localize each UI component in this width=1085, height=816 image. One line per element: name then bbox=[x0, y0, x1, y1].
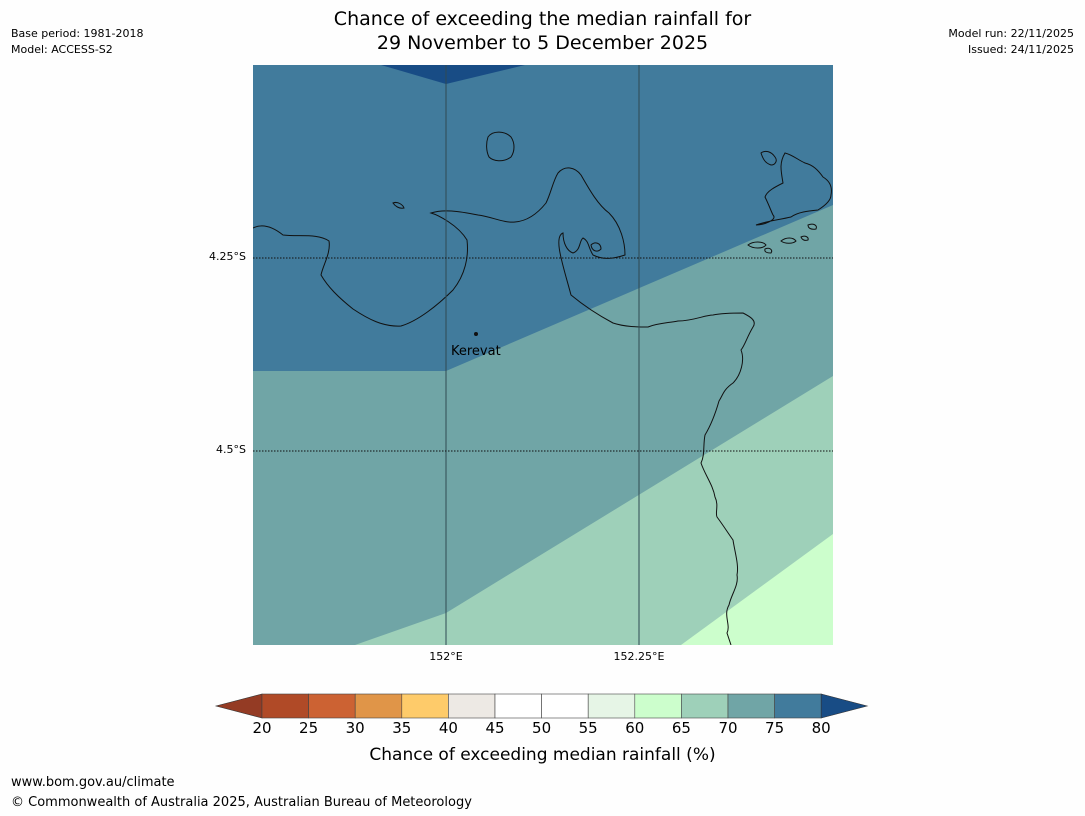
rainfall-map[interactable]: Kerevat bbox=[253, 65, 833, 645]
colorbar-box-55 bbox=[587, 693, 636, 719]
lat-label-4-5: 4.5°S bbox=[216, 443, 246, 456]
colorbar bbox=[214, 693, 869, 719]
model-run-text: Model run: 22/11/2025 bbox=[948, 27, 1074, 40]
colorbar-tick-50: 50 bbox=[532, 719, 552, 737]
colorbar-tick-40: 40 bbox=[438, 719, 458, 737]
colorbar-box-75 bbox=[774, 693, 822, 719]
colorbar-box-45 bbox=[494, 693, 542, 719]
lon-label-152: 152°E bbox=[429, 650, 463, 663]
coastline bbox=[253, 131, 832, 645]
colorbar-under-arrow bbox=[214, 693, 263, 719]
base-period-text: Base period: 1981-2018 bbox=[11, 27, 144, 40]
colorbar-box-20 bbox=[261, 693, 309, 719]
map-title: Chance of exceeding the median rainfall … bbox=[0, 7, 1085, 55]
lat-label-4-25: 4.25°S bbox=[209, 250, 246, 263]
footer-copyright: © Commonwealth of Australia 2025, Austra… bbox=[11, 795, 472, 810]
header-meta-right: Model run: 22/11/2025 Issued: 24/11/2025 bbox=[948, 26, 1074, 58]
colorbar-tick-20: 20 bbox=[252, 719, 272, 737]
header-meta-left: Base period: 1981-2018 Model: ACCESS-S2 bbox=[11, 26, 143, 58]
footer-url[interactable]: www.bom.gov.au/climate bbox=[11, 775, 175, 790]
colorbar-tick-60: 60 bbox=[625, 719, 645, 737]
band-over-80 bbox=[381, 65, 525, 84]
colorbar-box-30 bbox=[354, 693, 403, 719]
graticule bbox=[253, 65, 833, 645]
colorbar-box-40 bbox=[448, 693, 496, 719]
band-60-65 bbox=[681, 534, 833, 645]
colorbar-tick-25: 25 bbox=[299, 719, 319, 737]
colorbar-tick-55: 55 bbox=[578, 719, 598, 737]
colorbar-box-60 bbox=[634, 693, 682, 719]
colorbar-tick-35: 35 bbox=[392, 719, 412, 737]
colorbar-tick-80: 80 bbox=[811, 719, 831, 737]
title-line-2: 29 November to 5 December 2025 bbox=[376, 32, 709, 54]
colorbar-tick-30: 30 bbox=[345, 719, 365, 737]
colorbar-title: Chance of exceeding median rainfall (%) bbox=[369, 745, 716, 765]
band-65-70 bbox=[355, 376, 833, 645]
colorbar-tick-45: 45 bbox=[485, 719, 505, 737]
lon-label-152-25: 152.25°E bbox=[613, 650, 665, 663]
issued-text: Issued: 24/11/2025 bbox=[967, 43, 1074, 56]
colorbar-box-65 bbox=[681, 693, 729, 719]
model-text: Model: ACCESS-S2 bbox=[11, 43, 113, 56]
colorbar-box-35 bbox=[401, 693, 449, 719]
colorbar-tick-75: 75 bbox=[765, 719, 785, 737]
colorbar-box-50 bbox=[541, 693, 589, 719]
colorbar-tick-65: 65 bbox=[671, 719, 691, 737]
kerevat-marker bbox=[474, 332, 478, 336]
colorbar-box-70 bbox=[727, 693, 775, 719]
colorbar-tick-70: 70 bbox=[718, 719, 738, 737]
title-line-1: Chance of exceeding the median rainfall … bbox=[333, 8, 752, 30]
colorbar-box-25 bbox=[308, 693, 356, 719]
kerevat-label: Kerevat bbox=[451, 344, 501, 359]
colorbar-over-arrow bbox=[820, 693, 869, 719]
